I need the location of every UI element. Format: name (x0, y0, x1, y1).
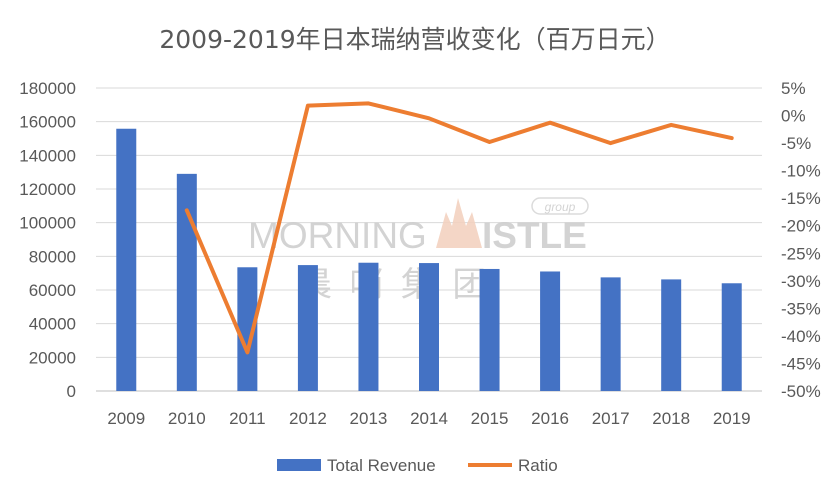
line-series (184, 101, 734, 355)
left-tick-label: 60000 (29, 281, 76, 300)
x-axis-ticks: 2009 2010 2011 2012 2013 2014 2015 2016 2017 2018… (107, 409, 750, 428)
x-tick-label: 2013 (350, 409, 388, 428)
bar (358, 262, 379, 391)
bar (297, 265, 318, 391)
left-tick-label: 0 (67, 382, 76, 401)
watermark-badge-frame (531, 197, 589, 215)
bar (540, 271, 561, 391)
x-tick-label: 2011 (229, 409, 266, 428)
watermark-flame-icon (436, 198, 482, 248)
x-tick-label: 2010 (168, 409, 206, 428)
x-tick-label: 2017 (592, 409, 630, 428)
right-tick-label: -30% (781, 272, 821, 291)
right-tick-label: -45% (781, 354, 821, 373)
bar (419, 263, 439, 391)
x-tick-label: 2016 (531, 409, 569, 428)
x-tick-label: 2019 (713, 409, 751, 428)
right-tick-label: -40% (781, 327, 821, 346)
left-tick-label: 40000 (29, 315, 76, 334)
x-tick-label: 2014 (410, 409, 448, 428)
legend-label-ratio: Ratio (518, 456, 558, 475)
left-tick-label: 160000 (19, 113, 76, 132)
right-tick-label: -50% (781, 382, 821, 401)
right-tick-label: 0% (781, 107, 806, 126)
bar (661, 279, 682, 391)
bar (116, 128, 137, 391)
legend: Total Revenue Ratio (277, 456, 558, 475)
right-tick-label: -35% (781, 299, 821, 318)
left-tick-label: 20000 (29, 348, 76, 367)
watermark-text-right: ISTLE (482, 215, 587, 256)
left-axis-ticks: 0 20000 40000 60000 80000 100000 120000 140000 1… (19, 79, 76, 401)
left-tick-label: 140000 (19, 146, 76, 165)
x-tick-label: 2015 (471, 409, 509, 428)
right-tick-label: -20% (781, 217, 821, 236)
left-tick-label: 80000 (29, 247, 76, 266)
right-tick-label: -5% (781, 134, 811, 153)
x-tick-label: 2012 (289, 409, 327, 428)
left-tick-label: 180000 (19, 79, 76, 98)
gridlines (96, 87, 762, 392)
legend-swatch-revenue (277, 459, 321, 471)
left-tick-label: 120000 (19, 180, 76, 199)
watermark-chinese: 晨 哨 集 团 (298, 266, 490, 304)
left-tick-label: 100000 (19, 214, 76, 233)
right-tick-label: -10% (781, 162, 821, 181)
bar (237, 267, 258, 391)
x-tick-label: 2018 (652, 409, 690, 428)
chart-title: 2009-2019年日本瑞纳营收变化（百万日元） (159, 25, 670, 54)
bar (721, 283, 742, 391)
x-tick-label: 2009 (107, 409, 145, 428)
right-tick-label: -25% (781, 244, 821, 263)
right-axis-ticks: 5% 0% -5% -10% -15% -20% -25% -30% -35% -40% -45% -… (781, 79, 821, 401)
bar (176, 173, 197, 391)
right-tick-label: 5% (781, 79, 806, 98)
right-tick-label: -15% (781, 189, 821, 208)
bar (600, 277, 621, 391)
ratio-line (184, 101, 734, 355)
bar (479, 268, 500, 391)
watermark-badge: group (545, 200, 576, 214)
bar-series (116, 128, 742, 391)
legend-label-revenue: Total Revenue (327, 456, 436, 475)
